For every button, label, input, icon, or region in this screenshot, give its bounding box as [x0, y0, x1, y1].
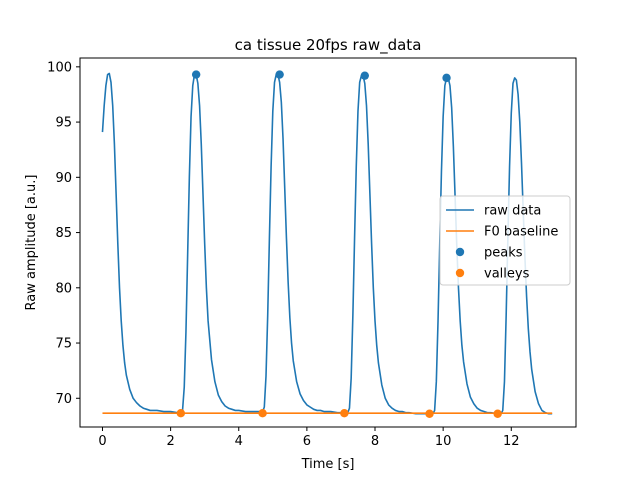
peaks-point — [191, 70, 201, 79]
chart-title: ca tissue 20fps raw_data — [235, 36, 422, 55]
peaks-point — [442, 73, 451, 83]
legend-label-peaks: peaks — [484, 246, 523, 261]
peaks-point — [360, 71, 369, 80]
valleys-point — [176, 408, 186, 418]
x-axis-label: Time [s] — [301, 457, 355, 472]
valleys-point — [340, 408, 349, 418]
x-tick-label: 2 — [166, 434, 174, 449]
plot-frame — [79, 57, 577, 428]
legend-box — [439, 195, 571, 286]
y-tick-label: 70 — [55, 392, 72, 407]
x-tick-label: 6 — [303, 434, 311, 449]
y-tick-label: 100 — [47, 60, 72, 75]
x-tick-label: 8 — [371, 434, 379, 449]
valleys-point — [258, 408, 267, 418]
x-tick-label: 10 — [435, 434, 452, 449]
x-tick-label: 12 — [503, 434, 520, 449]
y-tick-label: 95 — [55, 116, 72, 131]
y-axis-label: Raw amplitude [a.u.] — [24, 175, 39, 311]
y-tick-label: 85 — [55, 226, 72, 241]
legend-label-raw-data: raw data — [484, 204, 541, 219]
legend-swatch-valleys — [455, 268, 465, 278]
legend-swatch-peaks — [455, 247, 465, 257]
plot-area — [101, 70, 553, 418]
valleys-point — [493, 409, 502, 418]
x-tick-label: 0 — [98, 434, 106, 449]
valleys-point — [425, 409, 434, 418]
legend: raw data F0 baseline peaks valleys — [439, 195, 571, 286]
y-tick-label: 75 — [55, 337, 72, 352]
peaks-point — [275, 70, 284, 79]
x-tick-label: 4 — [235, 434, 243, 449]
legend-label-valleys: valleys — [484, 267, 530, 282]
legend-label-f0-baseline: F0 baseline — [484, 225, 558, 240]
ticks-layer: 0 2 4 6 8 10 12 70 75 80 85 90 95 100 — [47, 60, 519, 449]
y-tick-label: 90 — [55, 171, 72, 186]
y-tick-label: 80 — [55, 281, 72, 296]
